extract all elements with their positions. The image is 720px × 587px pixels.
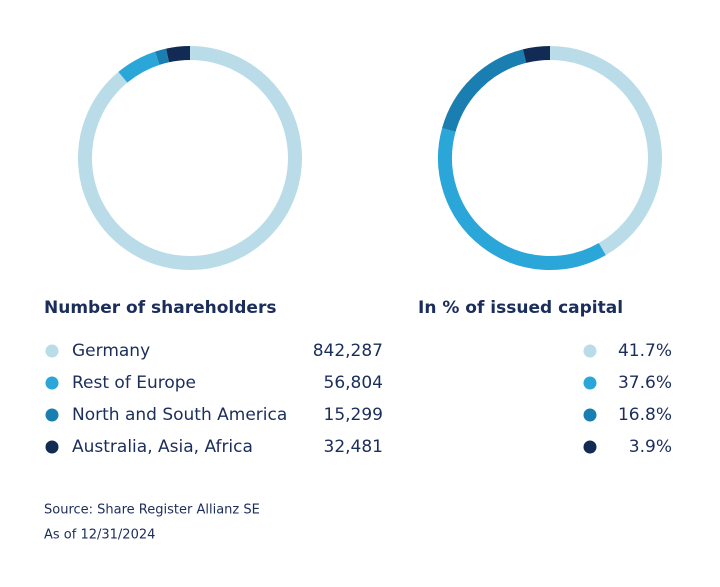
value-label: 3.9% bbox=[629, 437, 672, 457]
value-label: 842,287 bbox=[313, 341, 383, 361]
donut-segment bbox=[155, 48, 170, 65]
legend-marker bbox=[583, 344, 597, 358]
donut-segment bbox=[118, 51, 160, 83]
donut-segment bbox=[442, 49, 527, 133]
value-label: 15,299 bbox=[324, 405, 383, 425]
value-label: 32,481 bbox=[324, 437, 383, 457]
legend-marker bbox=[45, 440, 59, 454]
legend-marker bbox=[583, 408, 597, 422]
legend-label: Germany bbox=[72, 341, 150, 361]
donut-segment bbox=[549, 46, 662, 256]
legend-marker bbox=[45, 408, 59, 422]
donut-segment bbox=[166, 46, 191, 63]
source: Source: Share Register Allianz SE bbox=[44, 503, 260, 518]
chart-title: Number of shareholders bbox=[44, 298, 276, 318]
legend-marker bbox=[45, 376, 59, 390]
donut-segment bbox=[438, 128, 606, 270]
donut-segment bbox=[522, 46, 551, 63]
legend-marker bbox=[45, 344, 59, 358]
value-label: 16.8% bbox=[618, 405, 672, 425]
value-label: 56,804 bbox=[324, 373, 383, 393]
legend-label: Australia, Asia, Africa bbox=[72, 437, 253, 457]
value-label: 37.6% bbox=[618, 373, 672, 393]
legend-marker bbox=[583, 440, 597, 454]
legend-label: North and South America bbox=[72, 405, 287, 425]
value-label: 41.7% bbox=[618, 341, 672, 361]
date-note: As of 12/31/2024 bbox=[44, 528, 155, 543]
chart-title: In % of issued capital bbox=[418, 298, 623, 318]
donut-segment bbox=[78, 46, 302, 270]
legend-label: Rest of Europe bbox=[72, 373, 196, 393]
legend-marker bbox=[583, 376, 597, 390]
